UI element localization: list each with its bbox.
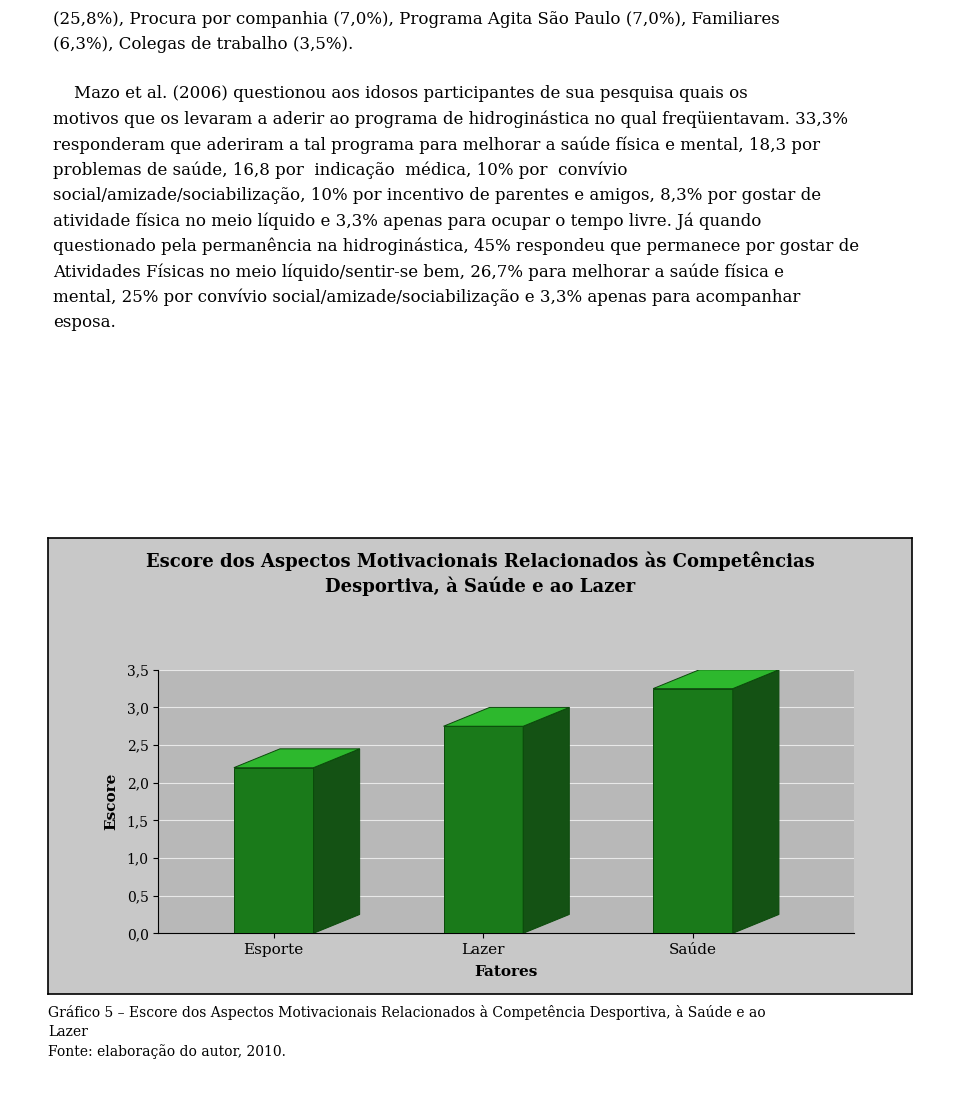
Polygon shape xyxy=(234,768,314,933)
Polygon shape xyxy=(234,749,360,768)
Text: (25,8%), Procura por companhia (7,0%), Programa Agita São Paulo (7,0%), Familiar: (25,8%), Procura por companhia (7,0%), P… xyxy=(53,11,859,332)
Polygon shape xyxy=(314,749,360,933)
X-axis label: Fatores: Fatores xyxy=(474,965,539,979)
Y-axis label: Escore: Escore xyxy=(105,773,118,830)
Polygon shape xyxy=(653,670,779,688)
Text: Gráfico 5 – Escore dos Aspectos Motivacionais Relacionados à Competência Desport: Gráfico 5 – Escore dos Aspectos Motivaci… xyxy=(48,1005,766,1058)
Polygon shape xyxy=(444,726,523,933)
Polygon shape xyxy=(732,670,779,933)
Polygon shape xyxy=(444,707,569,726)
Text: Escore dos Aspectos Motivacionais Relacionados às Competências
Desportiva, à Saú: Escore dos Aspectos Motivacionais Relaci… xyxy=(146,551,814,596)
Polygon shape xyxy=(523,707,569,933)
Polygon shape xyxy=(653,688,732,933)
